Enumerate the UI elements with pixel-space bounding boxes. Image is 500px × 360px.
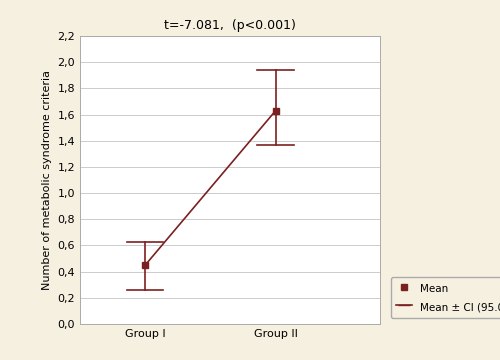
- Legend: Mean, Mean ± CI (95.0%): Mean, Mean ± CI (95.0%): [391, 277, 500, 318]
- Title: t=-7.081,  (p<0.001): t=-7.081, (p<0.001): [164, 19, 296, 32]
- Y-axis label: Number of metabolic syndrome criteria: Number of metabolic syndrome criteria: [42, 70, 52, 290]
